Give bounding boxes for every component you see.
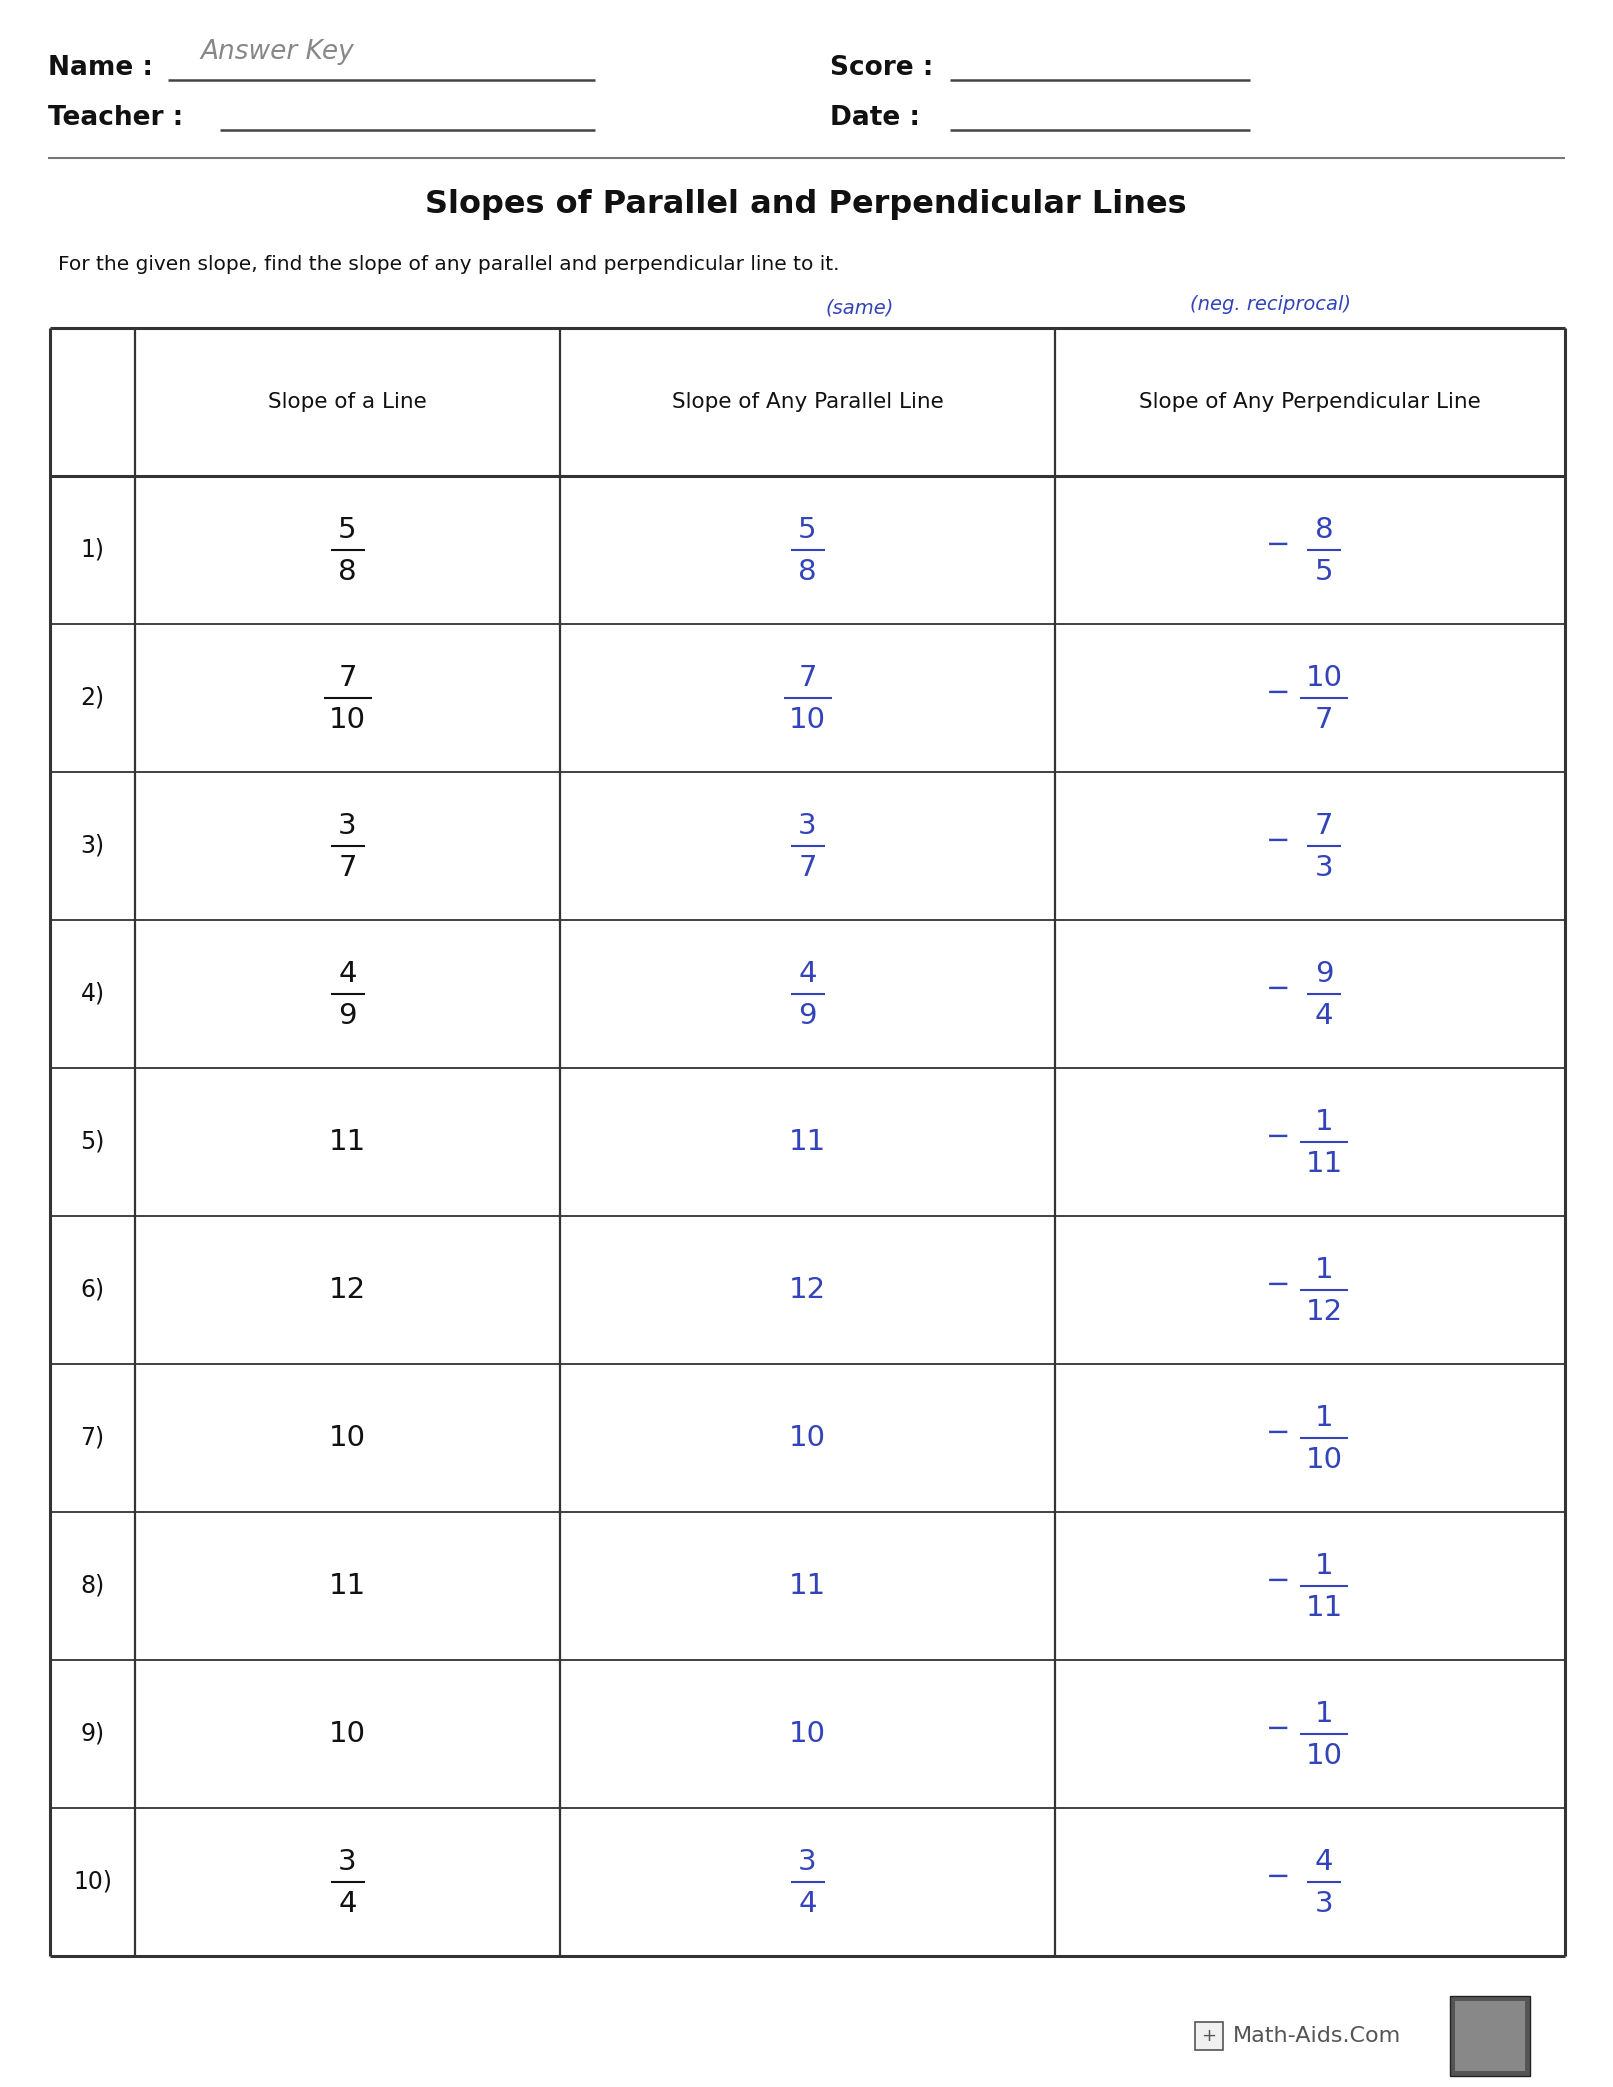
Text: 4: 4: [339, 960, 356, 987]
Text: Slope of Any Parallel Line: Slope of Any Parallel Line: [671, 392, 944, 411]
Text: 7): 7): [81, 1425, 105, 1450]
Text: 10: 10: [329, 1423, 366, 1453]
Text: 10: 10: [329, 1720, 366, 1749]
Text: 12: 12: [789, 1275, 826, 1304]
Text: 4: 4: [798, 960, 816, 987]
Text: 10: 10: [1305, 664, 1342, 693]
FancyBboxPatch shape: [1195, 2022, 1223, 2049]
Text: 4): 4): [81, 983, 105, 1006]
Text: 11: 11: [329, 1572, 366, 1601]
Text: (neg. reciprocal): (neg. reciprocal): [1189, 296, 1350, 315]
Text: Score :: Score :: [831, 54, 934, 81]
Text: 9: 9: [339, 1002, 356, 1031]
Text: 7: 7: [339, 664, 356, 693]
Text: Answer Key: Answer Key: [200, 40, 353, 65]
Text: 4: 4: [339, 1891, 356, 1918]
Text: 10: 10: [329, 705, 366, 735]
Text: −: −: [1266, 1864, 1290, 1891]
Text: 3: 3: [1315, 854, 1334, 883]
Text: Slope of a Line: Slope of a Line: [268, 392, 427, 411]
Text: 7: 7: [798, 664, 816, 693]
Text: Slope of Any Perpendicular Line: Slope of Any Perpendicular Line: [1139, 392, 1481, 411]
Text: 1: 1: [1315, 1553, 1334, 1580]
Text: 7: 7: [1315, 812, 1334, 839]
Text: 10: 10: [789, 705, 826, 735]
Text: 11: 11: [1305, 1150, 1342, 1177]
Text: 8: 8: [798, 557, 816, 586]
Text: 7: 7: [1315, 705, 1334, 735]
Text: 5: 5: [1315, 557, 1334, 586]
Text: 8): 8): [81, 1574, 105, 1599]
Text: −: −: [1266, 826, 1290, 856]
Text: 3: 3: [339, 1847, 356, 1876]
Text: 11: 11: [789, 1127, 826, 1156]
Text: 5): 5): [81, 1129, 105, 1154]
Text: 8: 8: [1315, 515, 1334, 545]
Text: 2): 2): [81, 687, 105, 710]
Text: For the given slope, find the slope of any parallel and perpendicular line to it: For the given slope, find the slope of a…: [58, 255, 839, 275]
Text: Name :: Name :: [48, 54, 153, 81]
Text: 10: 10: [1305, 1446, 1342, 1473]
Text: −: −: [1266, 1567, 1290, 1594]
Text: −: −: [1266, 1716, 1290, 1743]
Text: 1: 1: [1315, 1108, 1334, 1135]
Text: −: −: [1266, 678, 1290, 707]
Text: −: −: [1266, 975, 1290, 1004]
Text: 3: 3: [798, 812, 816, 839]
Text: −: −: [1266, 1419, 1290, 1446]
Text: 6): 6): [81, 1277, 105, 1302]
Text: Teacher :: Teacher :: [48, 104, 184, 131]
Text: 3: 3: [339, 812, 356, 839]
Text: −: −: [1266, 1123, 1290, 1152]
Text: 9): 9): [81, 1722, 105, 1747]
Text: +: +: [1202, 2026, 1216, 2045]
Text: 4: 4: [798, 1891, 816, 1918]
Text: −: −: [1266, 1271, 1290, 1298]
Text: 10: 10: [789, 1423, 826, 1453]
Text: 11: 11: [329, 1127, 366, 1156]
Text: 5: 5: [798, 515, 816, 545]
Text: 7: 7: [798, 854, 816, 883]
Text: 9: 9: [1315, 960, 1334, 987]
Text: 3: 3: [798, 1847, 816, 1876]
Text: 10): 10): [73, 1870, 111, 1895]
Text: Math-Aids.Com: Math-Aids.Com: [1232, 2026, 1402, 2045]
Text: 12: 12: [329, 1275, 366, 1304]
Text: 4: 4: [1315, 1847, 1334, 1876]
Text: Slopes of Parallel and Perpendicular Lines: Slopes of Parallel and Perpendicular Lin…: [426, 190, 1187, 221]
Text: −: −: [1266, 530, 1290, 559]
Bar: [1450, 1995, 1531, 2077]
Text: 7: 7: [339, 854, 356, 883]
Text: 4: 4: [1315, 1002, 1334, 1031]
Text: 1): 1): [81, 538, 105, 561]
Text: (same): (same): [826, 298, 894, 317]
Text: 5: 5: [339, 515, 356, 545]
Text: 3): 3): [81, 835, 105, 858]
Text: 1: 1: [1315, 1405, 1334, 1432]
Text: 1: 1: [1315, 1256, 1334, 1284]
Text: 10: 10: [789, 1720, 826, 1749]
Text: 1: 1: [1315, 1701, 1334, 1728]
Text: 11: 11: [1305, 1594, 1342, 1622]
Text: Date :: Date :: [831, 104, 919, 131]
Text: 8: 8: [339, 557, 356, 586]
Text: 3: 3: [1315, 1891, 1334, 1918]
Text: 10: 10: [1305, 1743, 1342, 1770]
Text: 9: 9: [798, 1002, 816, 1031]
Text: 11: 11: [789, 1572, 826, 1601]
Bar: [1455, 2001, 1524, 2070]
Text: 12: 12: [1305, 1298, 1342, 1325]
